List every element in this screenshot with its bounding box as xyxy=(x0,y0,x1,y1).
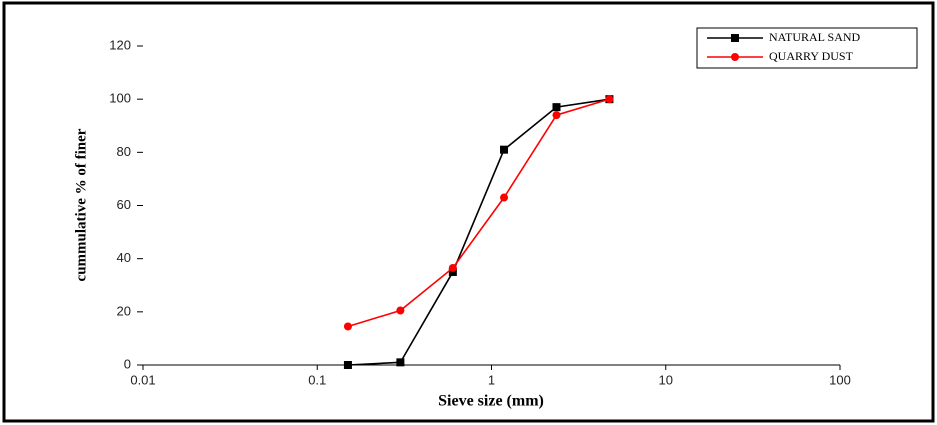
x-tick-label: 1 xyxy=(488,372,495,387)
x-tick-label: 100 xyxy=(829,372,851,387)
point xyxy=(552,111,561,120)
series-line xyxy=(347,98,610,328)
x-tick-label: 10 xyxy=(659,372,673,387)
point xyxy=(500,145,509,154)
y-tick-label: 40 xyxy=(117,250,131,265)
legend-label: NATURAL SAND xyxy=(769,30,861,44)
point xyxy=(448,263,457,272)
point xyxy=(396,306,405,315)
legend-marker xyxy=(731,53,739,61)
point xyxy=(605,95,614,104)
y-tick-label: 100 xyxy=(109,91,131,106)
y-tick-label: 20 xyxy=(117,303,131,318)
y-tick-label: 80 xyxy=(117,144,131,159)
x-tick-label: 0.01 xyxy=(130,372,155,387)
x-axis-label: Sieve size (mm) xyxy=(438,393,544,410)
point xyxy=(552,103,561,112)
point xyxy=(343,322,352,331)
x-tick-label: 0.1 xyxy=(308,372,326,387)
y-tick-label: 120 xyxy=(109,37,131,52)
series-line xyxy=(347,98,610,366)
y-axis-label: cummulative % of finer xyxy=(73,128,89,281)
y-tick-label: 0 xyxy=(124,356,131,371)
y-tick-label: 60 xyxy=(117,197,131,212)
point xyxy=(396,358,405,367)
legend-label: QUARRY DUST xyxy=(769,49,854,63)
legend-marker xyxy=(731,34,739,42)
point xyxy=(500,193,509,202)
point xyxy=(343,361,352,369)
